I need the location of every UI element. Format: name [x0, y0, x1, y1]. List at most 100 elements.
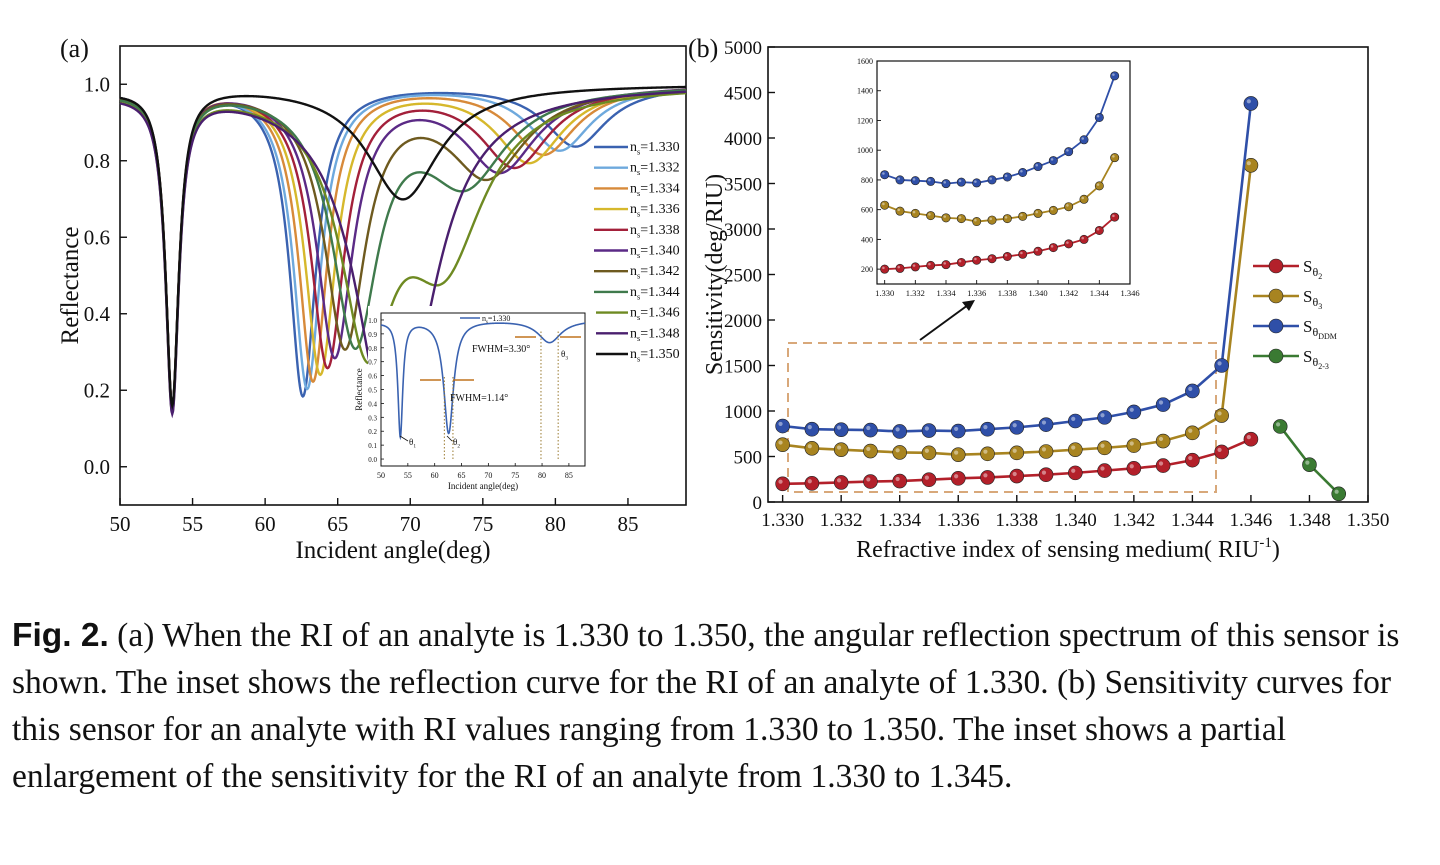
data-point-highlight — [1041, 447, 1047, 452]
legend-entry-sub: s — [637, 355, 640, 364]
figure-2: (a) (b) 50 55 60 65 70 75 80 85 0.0 0.2 0.4 0.6 0.8 1… — [57, 34, 1389, 564]
data-point-highlight — [924, 448, 929, 453]
inset-theta1-label-main: θ — [409, 437, 413, 447]
inset-data-point-highlight — [912, 178, 916, 181]
inset-data-point-2 — [1079, 234, 1089, 244]
legend-entry-rest: =1.330 — [640, 140, 679, 155]
data-point-highlight — [895, 476, 900, 482]
legend-entry: SθDDM — [1303, 317, 1337, 341]
inset-data-point-highlight — [1020, 169, 1023, 173]
inset-data-point-highlight — [1004, 174, 1008, 177]
data-point-DDM — [863, 422, 878, 438]
y-tick-label: 0.6 — [84, 225, 110, 249]
data-point-DDM — [833, 422, 849, 437]
x-axis-title-sup: -1 — [1259, 535, 1272, 551]
data-point-DDM — [1155, 397, 1171, 412]
inset-data-point-highlight — [958, 259, 962, 263]
legend-entry-sub: θ — [1312, 355, 1318, 369]
inset-theta2-label: θ2 — [453, 437, 460, 449]
inset-data-point-highlight — [989, 217, 992, 221]
inset-data-point-3 — [1033, 208, 1043, 218]
x-tick-label: 70 — [400, 512, 421, 536]
data-point-2 — [1009, 468, 1025, 484]
data-point-2 — [1214, 444, 1229, 460]
data-point-highlight — [954, 426, 959, 432]
data-point-highlight — [1275, 422, 1281, 427]
data-point-DDM — [804, 421, 820, 437]
data-point-3 — [863, 443, 878, 459]
inset-y-tick-label: 1000 — [857, 146, 873, 155]
inset-theta3-label-sub: 3 — [565, 355, 568, 361]
inset-data-point-highlight — [1035, 164, 1038, 167]
data-point-2 — [921, 472, 937, 488]
legend-entry: ns=1.330 — [630, 140, 680, 157]
inset-x-tick-label: 1.336 — [967, 288, 986, 298]
theta1-leader — [399, 435, 409, 442]
data-point-3 — [892, 445, 908, 460]
inset-legend-entry-rest: =1.330 — [488, 314, 511, 323]
data-point-highlight — [807, 444, 812, 449]
inset-x-tick-label: 1.340 — [1028, 288, 1047, 298]
legend-entry-main: n — [630, 202, 637, 217]
inset-x-tick-label: 1.346 — [1120, 288, 1139, 298]
inset-y-tick-label: 1.0 — [368, 317, 377, 325]
data-point-DDM — [1243, 96, 1259, 111]
legend-entry: ns=1.332 — [630, 161, 680, 178]
data-point-2-3 — [1331, 486, 1347, 502]
data-point-2 — [1243, 431, 1259, 447]
legend-entry: Sθ2 — [1303, 257, 1322, 281]
legend-entry-rest: =1.332 — [640, 161, 679, 176]
inset-theta2-label-main: θ — [453, 437, 457, 447]
y-tick-label: 1500 — [724, 357, 762, 378]
inset-x-tick-label: 1.342 — [1059, 288, 1078, 298]
legend-entry-sub: s — [637, 292, 640, 301]
y-tick-label: 0.8 — [84, 149, 110, 173]
x-axis-title: Incident angle(deg) — [295, 537, 490, 564]
inset-x-tick-label: 85 — [565, 471, 573, 480]
data-point-3 — [1155, 433, 1171, 449]
inset-data-point-2 — [1048, 243, 1058, 253]
x-tick-label: 1.344 — [1171, 510, 1214, 531]
zoom-arrow-head — [962, 300, 975, 311]
data-point-2 — [980, 470, 995, 485]
inset-data-point-highlight — [1096, 227, 1100, 231]
inset-data-point-highlight — [1020, 251, 1023, 255]
y-tick-label: 2500 — [724, 266, 762, 287]
legend-entry-sub: θ — [1312, 265, 1318, 279]
data-point-2-3 — [1302, 457, 1317, 472]
inset-x-tick-label: 1.332 — [906, 288, 925, 298]
data-point-2 — [1185, 452, 1200, 468]
inset-data-point-DDM — [1033, 162, 1043, 172]
data-point-highlight — [1041, 420, 1047, 425]
inset-y-tick-label: 0.9 — [368, 331, 377, 339]
legend-entry-main: n — [630, 161, 637, 176]
x-tick-label: 1.332 — [820, 510, 863, 531]
x-tick-label: 1.330 — [761, 510, 804, 531]
inset-theta3-label: θ3 — [561, 349, 568, 361]
legend-entry-main: n — [630, 306, 637, 321]
data-point-highlight — [1158, 436, 1164, 442]
legend-entry-main: n — [630, 140, 637, 155]
inset-y-tick-label: 0.4 — [368, 400, 377, 408]
inset-y-tick-label: 0.1 — [368, 442, 377, 450]
data-point-highlight — [1334, 489, 1339, 494]
legend-entry-main: n — [630, 244, 637, 259]
inset-data-point-2 — [1064, 239, 1074, 249]
legend-entry-subsub: 3 — [1318, 302, 1322, 311]
data-point-DDM — [921, 423, 937, 438]
inset-y-tick-label: 1400 — [857, 87, 873, 96]
legend-entry-rest: =1.342 — [640, 264, 679, 279]
inset-data-point-DDM — [1048, 156, 1058, 166]
x-tick-label: 65 — [327, 512, 348, 536]
data-point-3 — [1068, 442, 1083, 457]
y-tick-label: 4000 — [724, 129, 762, 150]
x-axis-title: Refractive index of sensing medium( RIU-… — [856, 535, 1280, 563]
y-tick-label: 0.4 — [84, 302, 111, 326]
inset-data-point-3 — [1110, 153, 1120, 163]
inset-data-point-highlight — [989, 177, 992, 180]
x-tick-label: 1.346 — [1230, 510, 1273, 531]
y-tick-label: 4500 — [724, 84, 762, 105]
data-point-DDM — [980, 421, 995, 437]
legend-entry-main: S — [1303, 347, 1312, 366]
data-point-highlight — [807, 479, 812, 484]
